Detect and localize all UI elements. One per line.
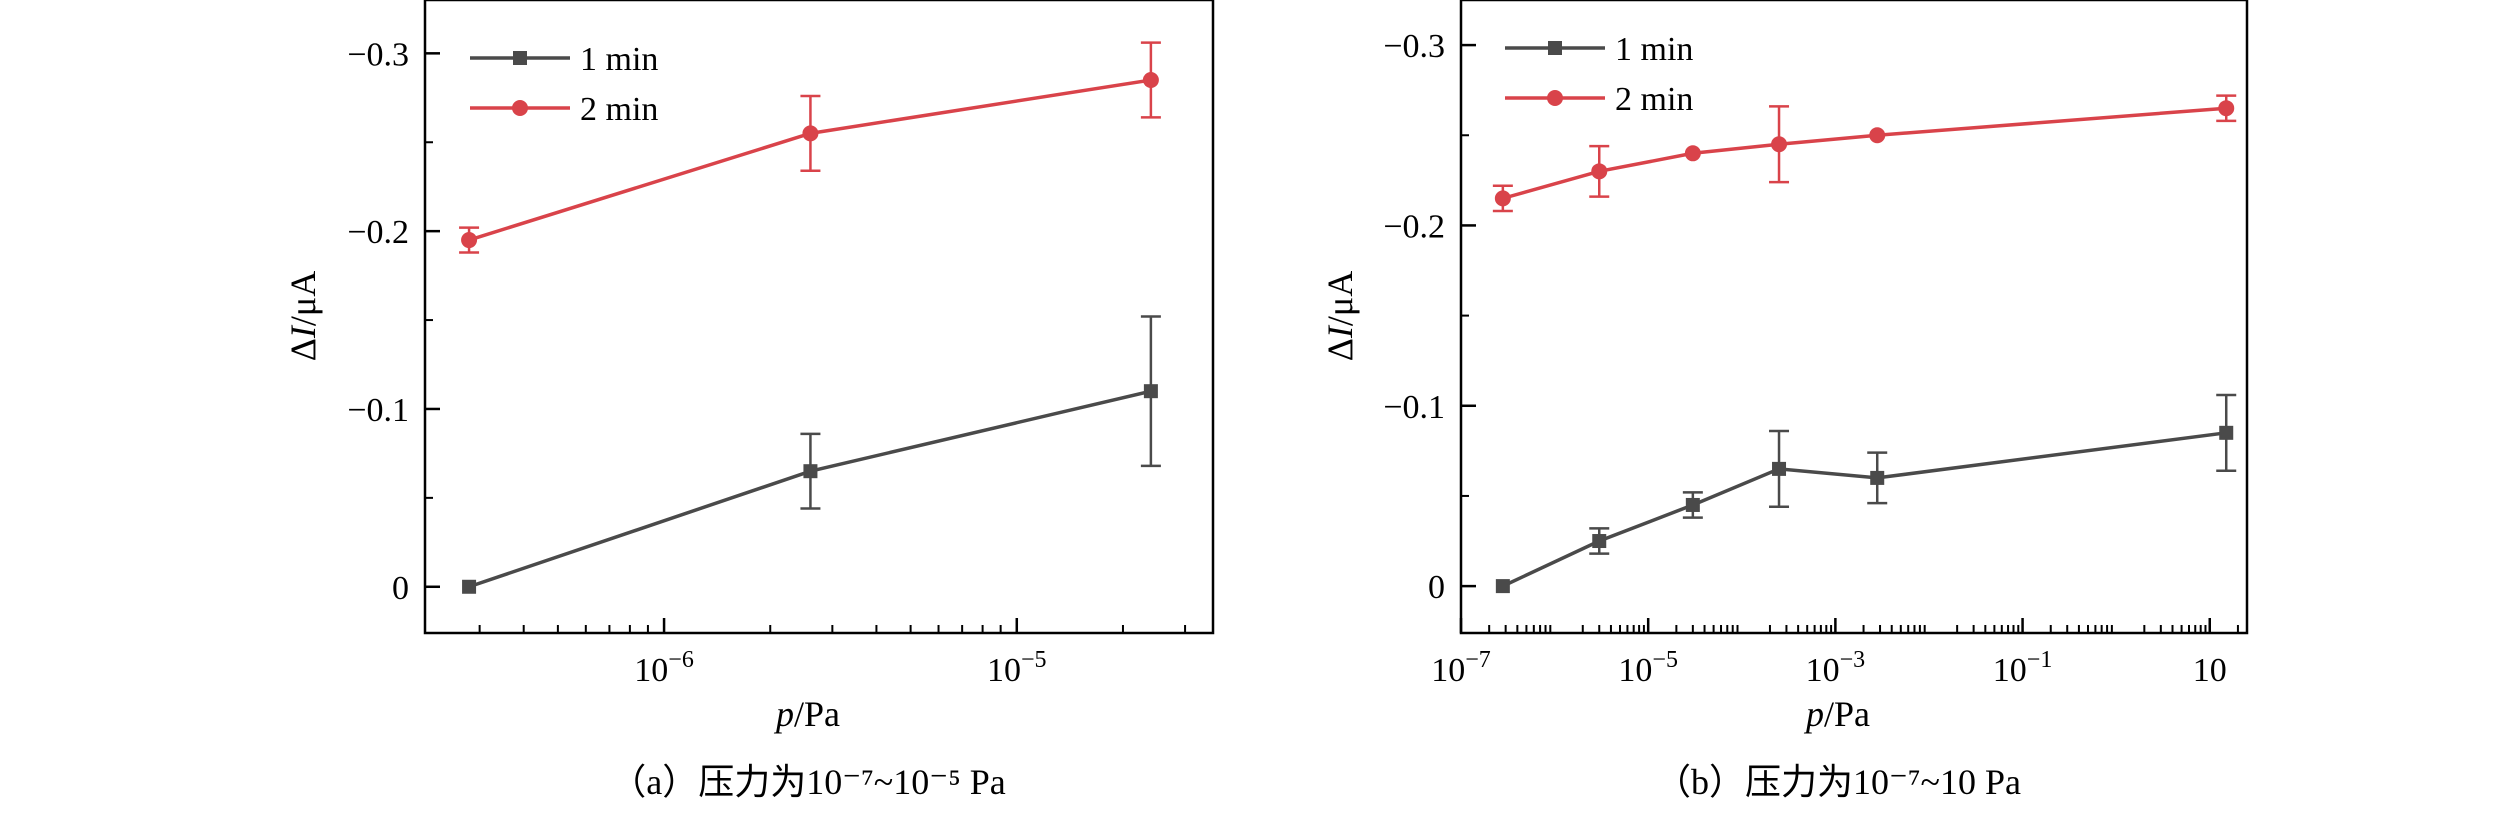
chart-panel-b: 10−7 10−5 10−3 10−1 10 0 −0.1 −0.2 −0.3 1 min 2 mi… xyxy=(1320,0,2249,802)
legend-label: 2 min xyxy=(580,91,658,128)
series-2-min xyxy=(1492,94,2237,213)
legend-item: 1 min xyxy=(1505,31,1693,68)
x-tick-label: 10−7 xyxy=(1431,647,1491,689)
data-point xyxy=(1684,145,1701,162)
legend-item: 1 min xyxy=(470,41,658,78)
data-point xyxy=(803,464,818,479)
panel-caption: （b）压力为10⁻⁷~10 Pa xyxy=(1655,762,2021,802)
legend-marker xyxy=(1548,41,1562,55)
series-line xyxy=(1502,106,2227,201)
plot-frame xyxy=(423,0,1215,635)
x-tick-label: 10−3 xyxy=(1806,647,1866,689)
series-1-min xyxy=(462,315,1161,594)
x-tick-label: 10−6 xyxy=(634,647,694,689)
data-point xyxy=(1142,72,1159,89)
series-1-min xyxy=(1495,393,2237,594)
data-point xyxy=(1771,136,1788,153)
chart-panel-a: 10−6 10−5 0 −0.1 −0.2 −0.3 1 min 2 min p/Pa ΔI/μA… xyxy=(283,0,1215,802)
plot-frame xyxy=(1459,0,2249,635)
series-2-min xyxy=(459,41,1161,254)
data-point xyxy=(1869,127,1886,144)
data-point xyxy=(1772,461,1787,476)
y-axis-label: ΔI/μA xyxy=(1320,271,1360,361)
legend-marker xyxy=(512,100,528,116)
x-tick-label: 10−5 xyxy=(987,647,1047,689)
data-point xyxy=(462,579,477,594)
x-axis-label: p/Pa xyxy=(773,694,840,734)
data-point xyxy=(1494,190,1511,207)
x-tick-label: 10−5 xyxy=(1618,647,1678,689)
series-line xyxy=(1502,431,2227,588)
x-tick-label: 10−1 xyxy=(1993,647,2053,689)
y-tick-label: 0 xyxy=(1428,569,1445,606)
y-tick-label: −0.1 xyxy=(1383,389,1445,426)
y-tick-label: 0 xyxy=(392,570,409,607)
y-tick-label: −0.2 xyxy=(1383,208,1445,245)
y-tick-label: −0.2 xyxy=(347,214,409,251)
legend-marker xyxy=(513,51,527,65)
legend-label: 1 min xyxy=(1615,31,1693,68)
data-point xyxy=(1870,470,1885,485)
data-point xyxy=(1592,534,1607,549)
x-tick-label: 10 xyxy=(2193,652,2227,689)
legend-item: 2 min xyxy=(470,91,658,128)
data-point xyxy=(461,232,478,249)
data-point xyxy=(1685,497,1700,512)
data-point xyxy=(1143,384,1158,399)
legend-label: 2 min xyxy=(1615,81,1693,118)
y-axis-label: ΔI/μA xyxy=(283,271,323,361)
x-axis-label: p/Pa xyxy=(1803,694,1870,734)
y-tick-label: −0.3 xyxy=(1383,28,1445,65)
legend-item: 2 min xyxy=(1505,81,1693,118)
panel-caption: （a）压力为10⁻⁷~10⁻⁵ Pa xyxy=(610,762,1006,802)
data-point xyxy=(802,125,819,142)
data-point xyxy=(2218,100,2235,117)
data-point xyxy=(2219,425,2234,440)
y-tick-label: −0.1 xyxy=(347,392,409,429)
legend-marker xyxy=(1547,90,1563,106)
legend-label: 1 min xyxy=(580,41,658,78)
y-tick-label: −0.3 xyxy=(347,36,409,73)
data-point xyxy=(1495,579,1510,594)
data-point xyxy=(1591,163,1608,180)
